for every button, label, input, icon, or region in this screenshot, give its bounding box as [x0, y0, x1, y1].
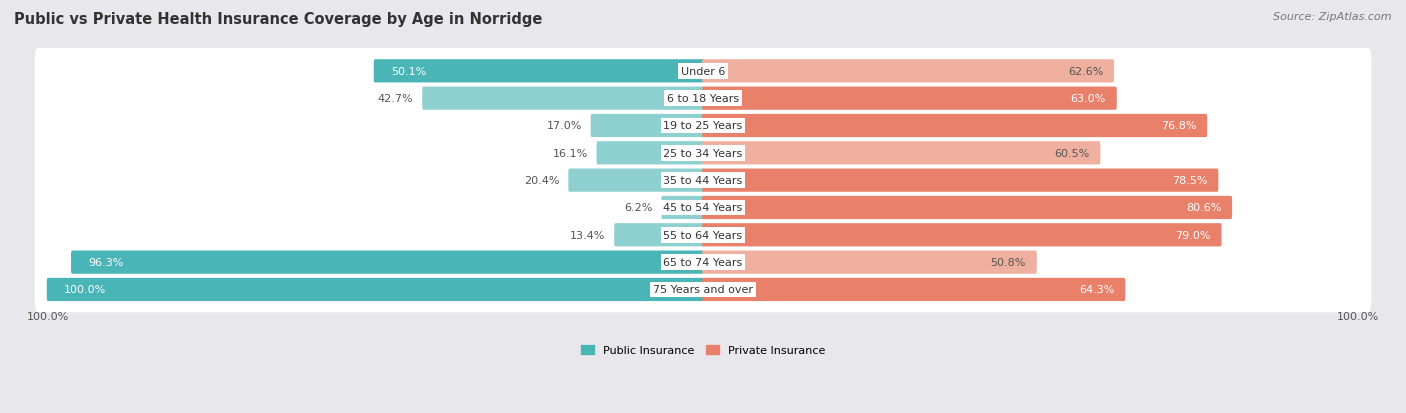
Text: Under 6: Under 6 [681, 66, 725, 77]
FancyBboxPatch shape [568, 169, 704, 192]
FancyBboxPatch shape [591, 114, 704, 138]
FancyBboxPatch shape [35, 240, 1371, 285]
Text: 55 to 64 Years: 55 to 64 Years [664, 230, 742, 240]
FancyBboxPatch shape [35, 131, 1371, 176]
Text: 76.8%: 76.8% [1161, 121, 1197, 131]
FancyBboxPatch shape [35, 76, 1371, 122]
FancyBboxPatch shape [702, 278, 1125, 301]
Text: 6 to 18 Years: 6 to 18 Years [666, 94, 740, 104]
Text: Source: ZipAtlas.com: Source: ZipAtlas.com [1274, 12, 1392, 22]
Text: 20.4%: 20.4% [524, 176, 560, 186]
Text: 96.3%: 96.3% [89, 257, 124, 268]
FancyBboxPatch shape [35, 267, 1371, 313]
FancyBboxPatch shape [661, 196, 704, 220]
Text: 62.6%: 62.6% [1069, 66, 1104, 77]
Text: 17.0%: 17.0% [547, 121, 582, 131]
FancyBboxPatch shape [702, 224, 1222, 247]
FancyBboxPatch shape [35, 185, 1371, 231]
FancyBboxPatch shape [35, 49, 1371, 95]
Text: Public vs Private Health Insurance Coverage by Age in Norridge: Public vs Private Health Insurance Cover… [14, 12, 543, 27]
Text: 50.1%: 50.1% [391, 66, 426, 77]
FancyBboxPatch shape [614, 224, 704, 247]
Text: 65 to 74 Years: 65 to 74 Years [664, 257, 742, 268]
Text: 35 to 44 Years: 35 to 44 Years [664, 176, 742, 186]
Text: 60.5%: 60.5% [1054, 148, 1090, 159]
FancyBboxPatch shape [422, 87, 704, 111]
Text: 79.0%: 79.0% [1175, 230, 1211, 240]
FancyBboxPatch shape [35, 103, 1371, 149]
FancyBboxPatch shape [702, 251, 1036, 274]
FancyBboxPatch shape [702, 196, 1232, 220]
FancyBboxPatch shape [702, 114, 1208, 138]
Text: 100.0%: 100.0% [65, 285, 107, 295]
Text: 42.7%: 42.7% [378, 94, 413, 104]
Text: 78.5%: 78.5% [1173, 176, 1208, 186]
FancyBboxPatch shape [702, 142, 1101, 165]
Text: 6.2%: 6.2% [624, 203, 652, 213]
FancyBboxPatch shape [596, 142, 704, 165]
Text: 63.0%: 63.0% [1071, 94, 1107, 104]
Text: 19 to 25 Years: 19 to 25 Years [664, 121, 742, 131]
Text: 16.1%: 16.1% [553, 148, 588, 159]
FancyBboxPatch shape [35, 212, 1371, 258]
Text: 45 to 54 Years: 45 to 54 Years [664, 203, 742, 213]
FancyBboxPatch shape [46, 278, 704, 301]
FancyBboxPatch shape [374, 60, 704, 83]
Text: 80.6%: 80.6% [1185, 203, 1222, 213]
FancyBboxPatch shape [35, 158, 1371, 204]
Text: 13.4%: 13.4% [569, 230, 606, 240]
FancyBboxPatch shape [702, 60, 1114, 83]
Text: 25 to 34 Years: 25 to 34 Years [664, 148, 742, 159]
Text: 50.8%: 50.8% [991, 257, 1026, 268]
FancyBboxPatch shape [72, 251, 704, 274]
Text: 64.3%: 64.3% [1080, 285, 1115, 295]
Text: 75 Years and over: 75 Years and over [652, 285, 754, 295]
Legend: Public Insurance, Private Insurance: Public Insurance, Private Insurance [576, 340, 830, 360]
FancyBboxPatch shape [702, 87, 1116, 111]
FancyBboxPatch shape [702, 169, 1219, 192]
